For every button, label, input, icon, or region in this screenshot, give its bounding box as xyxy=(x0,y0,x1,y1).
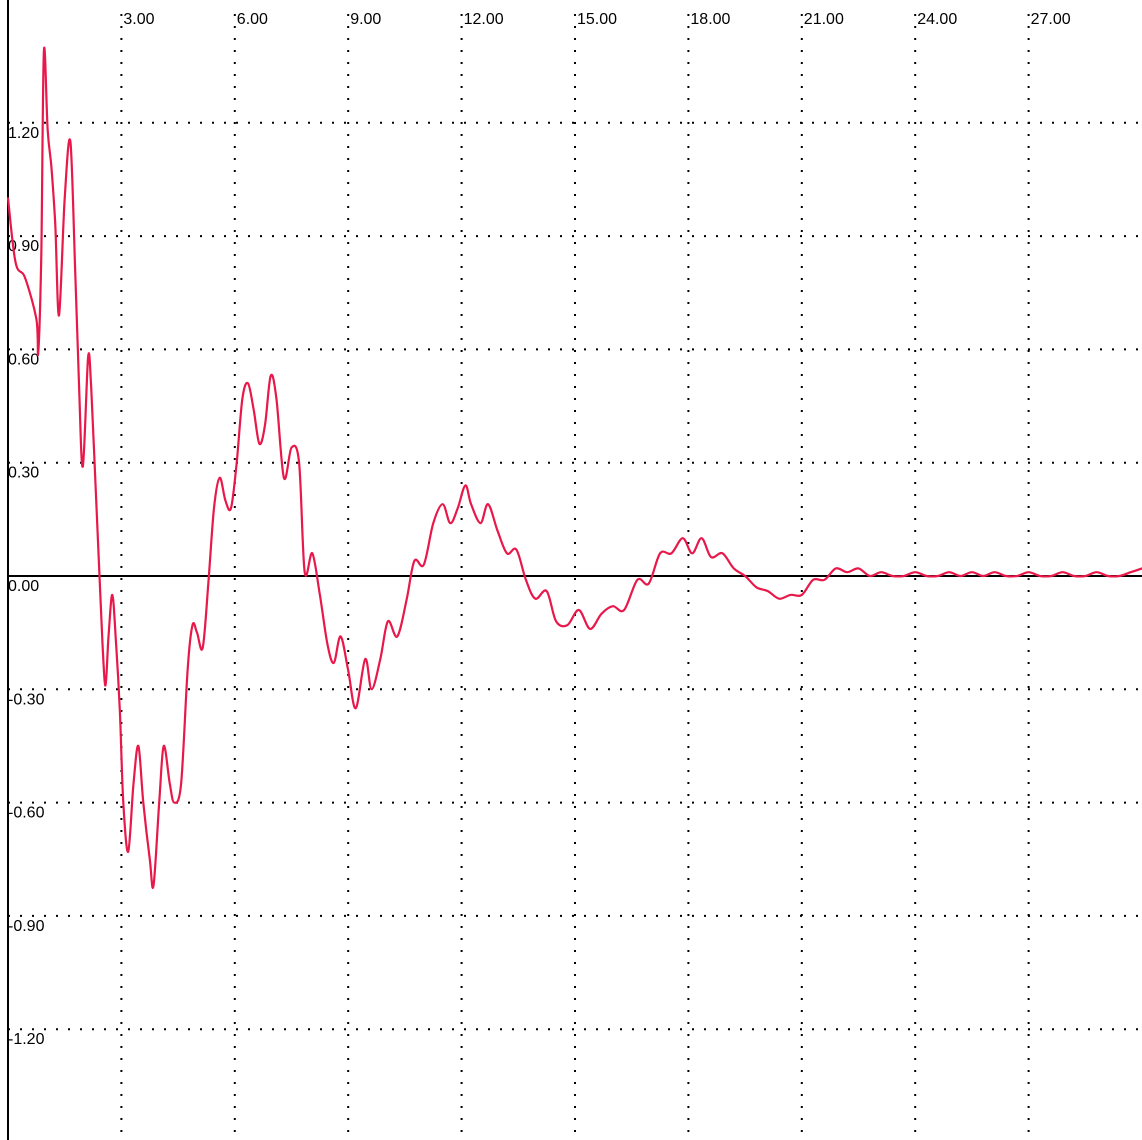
x-tick-label: 6.00 xyxy=(237,11,268,28)
x-tick-labels: 3.00 6.00 9.00 12.00 15.00 18.00 21.00 24.00 27.… xyxy=(123,11,1070,28)
y-tick-label: -0.90 xyxy=(8,918,45,935)
y-tick-label: 0.90 xyxy=(8,238,39,255)
y-tick-label: -0.60 xyxy=(8,805,45,822)
x-tick-label: 21.00 xyxy=(804,11,844,28)
x-tick-label: 24.00 xyxy=(917,11,957,28)
series-line xyxy=(6,46,1142,889)
y-tick-labels: 1.20 0.90 0.60 0.30 0.00 -0.30 -0.60 -0.90 -1.20 xyxy=(8,125,45,1048)
y-tick-label: -1.20 xyxy=(8,1031,45,1048)
x-tick-label: 12.00 xyxy=(464,11,504,28)
x-tick-label: 3.00 xyxy=(123,11,154,28)
x-tick-label: 9.00 xyxy=(350,11,381,28)
y-tick-label: 1.20 xyxy=(8,125,39,142)
x-tick-label: 15.00 xyxy=(577,11,617,28)
x-tick-label: 18.00 xyxy=(690,11,730,28)
y-tick-label: 0.00 xyxy=(8,578,39,595)
y-tick-label: -0.30 xyxy=(8,691,45,708)
y-tick-label: 0.30 xyxy=(8,465,39,482)
x-tick-label: 27.00 xyxy=(1031,11,1071,28)
y-tick-label: 0.60 xyxy=(8,351,39,368)
